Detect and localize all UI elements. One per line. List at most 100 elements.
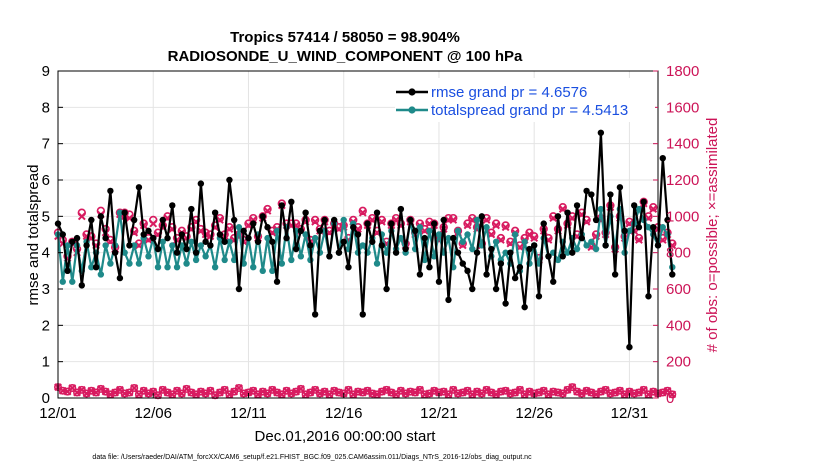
series-layer [53,129,677,400]
obs-rejected-cross [568,383,577,392]
totalspread-point [173,264,181,271]
rmse-point [588,191,595,198]
rmse-point [164,234,171,242]
rmse-point [335,249,343,256]
obs-possible-point [396,219,406,228]
rmse-point [659,155,666,162]
rmse-point [107,187,114,195]
obs-assimilated-point [468,216,477,224]
totalspread-point [583,242,590,249]
rmse-point [311,311,319,318]
rmse-point [650,224,657,231]
obs-rejected-cross [196,387,205,396]
rmse-point [145,227,152,235]
rmse-point [126,242,133,249]
obs-assimilated-point [420,226,429,235]
rmse-point [392,249,400,256]
rmse-point [426,264,433,271]
rmse-point [135,184,143,191]
obs-rejected-cross [273,388,281,397]
obs-rejected-cross [187,388,196,397]
obs-possible-point [491,219,501,228]
rmse-point [373,209,381,216]
obs-assimilated-point [358,208,367,217]
obs-assimilated-point [149,219,158,228]
rmse-point [278,202,286,209]
obs-rejected-point [415,385,424,394]
obs-rejected-point [130,384,139,393]
chart-title: Tropics 57414 / 58050 = 98.904% [230,29,460,46]
totalspread-point [473,216,481,224]
obs-rejected-cross [382,385,391,394]
rmse-point [664,216,671,224]
totalspread-point [592,245,600,253]
obs-possible-point [310,215,320,225]
rmse-point [130,216,138,224]
rmse-point [102,234,109,242]
totalspread-point [69,278,76,285]
x-tick-label: 12/26 [515,405,553,422]
totalspread-point [359,242,366,249]
totalspread-point [521,238,528,245]
rmse-point [573,202,581,209]
rmse-point [397,205,405,213]
totalspread-point [297,253,305,260]
rmse-point [535,293,543,300]
obs-rejected-cross [625,387,634,396]
totalspread-point [211,264,219,271]
rmse-point [630,202,638,209]
rmse-point [207,242,214,249]
totalspread-point [130,242,138,249]
rmse-point [302,209,309,216]
obs-rejected-cross [330,386,339,395]
obs-rejected-points [53,383,677,400]
totalspread-point [202,253,209,260]
y-tick-label-left: 4 [42,245,50,262]
y-tick-label-left: 3 [42,281,50,298]
totalspread-point [154,264,162,271]
totalspread-point [311,234,319,242]
totalspread-point [188,238,195,245]
y-axis-left-label: rmse and totalspread [25,165,42,306]
totalspread-point [278,260,286,267]
obs-possible-point [501,221,510,230]
rmse-point [197,180,205,187]
rmse-point [292,245,300,253]
rmse-point [121,209,128,216]
y-tick-label-right: 400 [666,317,691,334]
obs-rejected-cross [311,385,320,394]
obs-rejected-cross [601,385,610,394]
x-tick-label: 12/16 [325,405,363,422]
rmse-point [283,234,290,242]
x-tick-label: 12/06 [134,405,172,422]
rmse-point [245,234,252,242]
obs-rejected-cross [473,387,481,396]
rmse-point [592,216,600,224]
rmse-point [297,227,305,235]
obs-rejected-cross [539,386,548,395]
obs-rejected-cross [139,386,148,395]
y-tick-label-left: 6 [42,172,50,189]
rmse-point [616,184,624,191]
obs-possible-point [558,203,567,212]
rmse-point [421,234,428,242]
totalspread-point [102,242,109,249]
rmse-point [150,234,157,242]
obs-rejected-cross [344,385,353,394]
rmse-point [454,249,462,256]
y-tick-label-left: 8 [42,99,50,116]
obs-rejected-cross [396,386,405,395]
obs-rejected-cross [96,385,105,393]
obs-assimilated-point [530,234,539,243]
obs-assimilated-point [425,219,434,228]
rmse-point [564,209,571,216]
obs-rejected-cross [296,385,305,393]
totalspread-point [59,278,66,285]
totalspread-point [145,253,152,260]
rmse-point [645,293,652,300]
obs-rejected-cross [282,386,291,395]
rmse-point [240,227,247,235]
obs-rejected-cross [235,384,243,392]
rmse-point [264,224,271,231]
rmse-line [56,131,674,349]
